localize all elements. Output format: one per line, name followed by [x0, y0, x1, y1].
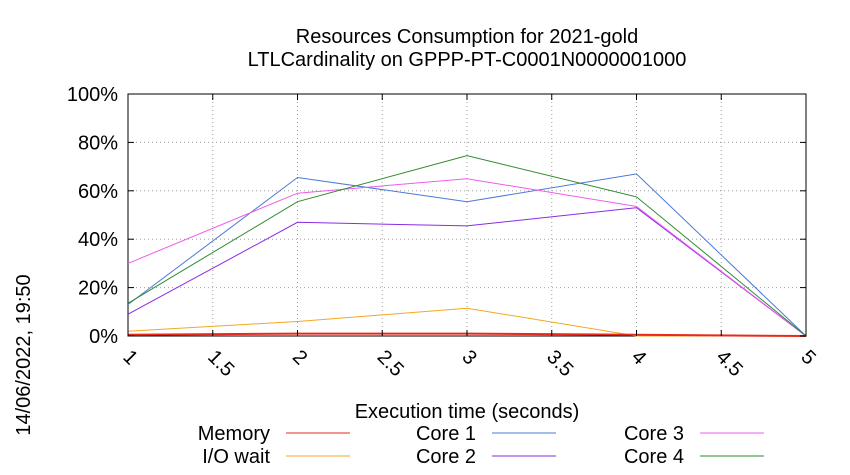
legend-label: Core 3 — [624, 423, 684, 445]
y-tick-label: 100% — [67, 84, 118, 106]
x-tick-label: 2 — [288, 346, 311, 369]
y-tick-label: 20% — [78, 278, 118, 300]
y-tick-label: 40% — [78, 229, 118, 251]
series-line-core-4 — [127, 155, 807, 337]
y-tick-label: 60% — [78, 181, 118, 203]
chart-title-line-2: LTLCardinality on GPPP-PT-C0001N00000010… — [248, 49, 687, 71]
legend-label: Core 1 — [416, 423, 476, 445]
y-tick-label: 80% — [78, 132, 118, 154]
legend-label: Memory — [198, 423, 270, 445]
x-tick-label: 3.5 — [542, 346, 577, 381]
x-tick-label: 3 — [457, 346, 480, 369]
legend-label: Core 2 — [416, 446, 476, 468]
x-tick-label: 5 — [796, 346, 819, 369]
x-tick-label: 2.5 — [373, 346, 408, 381]
legend-label: I/O wait — [202, 446, 270, 468]
series-line-core-2 — [127, 207, 807, 337]
chart-title-line-1: Resources Consumption for 2021-gold — [296, 26, 638, 48]
y-tick-label: 0% — [89, 326, 118, 348]
series-line-core-1 — [127, 173, 807, 337]
x-tick-label: 4 — [627, 346, 650, 369]
axis-ticks: 0% 20% 40% 60% 80% 100% 1 1.5 2 2.5 3 3.5 4 4.5 5 — [67, 84, 820, 381]
series-line-core-3 — [127, 178, 807, 337]
grid — [128, 94, 806, 336]
series-lines — [127, 155, 807, 337]
x-tick-label: 1.5 — [203, 346, 238, 381]
x-tick-label: 1 — [118, 346, 141, 369]
timestamp-label: 14/06/2022, 19:50 — [13, 274, 35, 435]
x-axis-label: Execution time (seconds) — [355, 401, 580, 423]
x-tick-label: 4.5 — [712, 346, 747, 381]
legend-label: Core 4 — [624, 446, 684, 468]
